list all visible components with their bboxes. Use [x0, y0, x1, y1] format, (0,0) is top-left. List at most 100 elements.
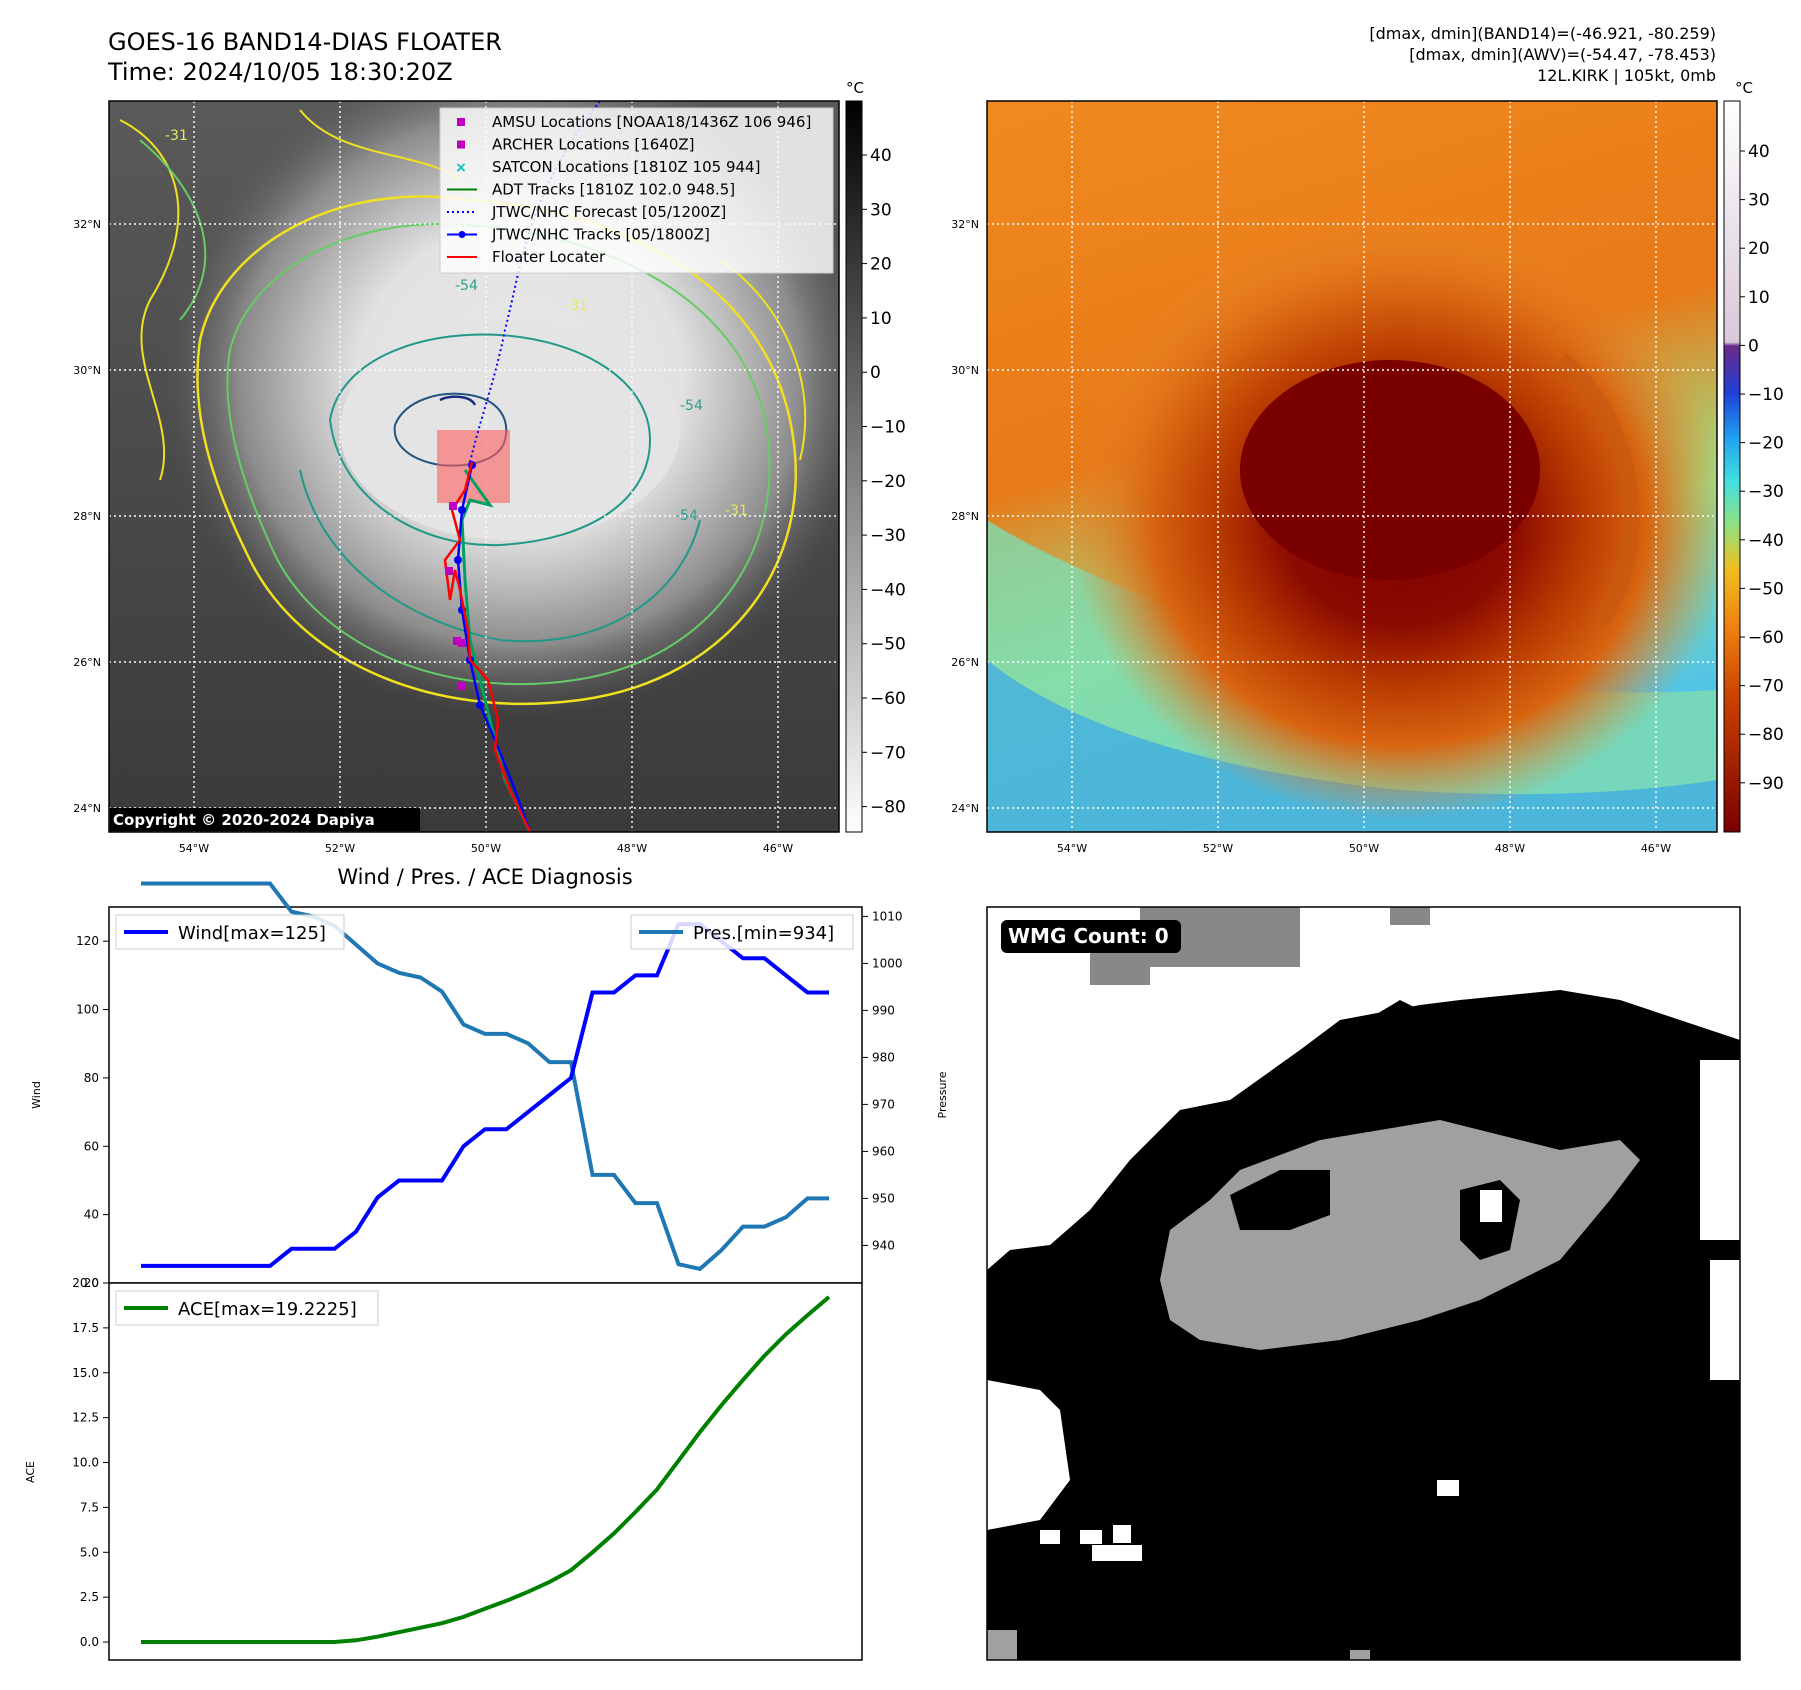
square-marker-icon	[457, 118, 465, 126]
colorbar-tick-label: 20	[870, 255, 892, 275]
color-colorbar: °C 40 30 20 10 0 −10 −20 −30 −40 −50 −60 −70 −80 −90	[1723, 79, 1784, 833]
contour-label: -54	[455, 278, 478, 294]
y-tick-label: 20	[84, 1276, 99, 1290]
x-marker-icon: ×	[455, 160, 467, 176]
y-tick-label: 970	[872, 1097, 895, 1111]
ace-chart: 0.0 2.5 5.0 7.5 10.0 12.5 15.0 17.5 20.0 ACE ACE…	[24, 1276, 863, 1661]
y-tick-label: 40	[84, 1208, 99, 1222]
colorbar-tick-label: 20	[1748, 239, 1770, 259]
wind-legend-label: Wind[max=125]	[178, 923, 326, 944]
colorbar-tick-label: −80	[870, 798, 906, 818]
colorbar-tick-label: 10	[1748, 288, 1770, 308]
y-tick-label: 15.0	[72, 1366, 99, 1380]
colorbar-tick-label: −50	[1748, 579, 1784, 599]
y-tick-label: 20.0	[72, 1276, 99, 1290]
legend-entry: JTWC/NHC Forecast [05/1200Z]	[447, 203, 726, 221]
y-tick-label: 10.0	[72, 1456, 99, 1470]
y-tick-label: 17.5	[72, 1321, 99, 1335]
colorbar-tick-label: −80	[1748, 725, 1784, 745]
diagnosis-title: Wind / Pres. / ACE Diagnosis	[337, 865, 632, 889]
lon-label: 46°W	[763, 842, 793, 855]
wind-axis-label: Wind	[30, 1081, 43, 1109]
pressure-legend: Pres.[min=934]	[630, 914, 854, 950]
lat-label: 24°N	[73, 802, 101, 815]
square-marker-icon	[457, 140, 465, 149]
lat-label: 26°N	[951, 656, 979, 669]
wmg-panel	[987, 907, 1740, 1660]
copyright-text: Copyright © 2020-2024 Dapiya	[113, 811, 375, 829]
contour-label: -54	[675, 508, 698, 524]
lon-label: 54°W	[179, 842, 209, 855]
map-legend: AMSU Locations [NOAA18/1436Z 106 946] ARC…	[439, 107, 834, 274]
colorbar-tick-label: −30	[1748, 482, 1784, 502]
y-tick-label: 1010	[872, 909, 903, 923]
lat-label: 30°N	[73, 364, 101, 377]
y-tick-label: 100	[76, 1003, 99, 1017]
colorbar-tick-label: −60	[870, 689, 906, 709]
y-tick-label: 7.5	[80, 1500, 99, 1514]
legend-entry: AMSU Locations [NOAA18/1436Z 106 946]	[457, 113, 811, 131]
colorbar-unit: °C	[846, 79, 864, 97]
colorbar-tick-label: −90	[1748, 774, 1784, 794]
colorbar-tick-label: −10	[870, 418, 906, 438]
lat-label: 26°N	[73, 656, 101, 669]
wind-legend: Wind[max=125]	[115, 914, 345, 950]
pressure-legend-label: Pres.[min=934]	[693, 923, 834, 944]
wmg-count-text: WMG Count: 0	[1008, 924, 1169, 948]
y-tick-label: 980	[872, 1050, 895, 1064]
ace-series-line	[141, 1295, 831, 1644]
legend-label: JTWC/NHC Tracks [05/1800Z]	[491, 226, 710, 244]
colorbar-tick-label: 30	[1748, 191, 1770, 211]
gray-colorbar: °C 40 30 20 10 0 −10 −20 −30 −40 −50 −60 −70 −80	[845, 79, 906, 833]
contour-label: -31	[725, 503, 748, 519]
lat-label: 28°N	[73, 510, 101, 523]
y-tick-label: 2.5	[80, 1590, 99, 1604]
colorbar-tick-label: −20	[870, 472, 906, 492]
lon-label: 48°W	[1495, 842, 1525, 855]
ir-color-map	[987, 101, 1717, 832]
lon-label: 50°W	[1349, 842, 1379, 855]
lon-label: 52°W	[325, 842, 355, 855]
colorbar-tick-label: 0	[1748, 336, 1759, 356]
colorbar-tick-label: −40	[1748, 531, 1784, 551]
colorbar-tick-label: 0	[870, 363, 881, 383]
lon-label: 48°W	[617, 842, 647, 855]
colorbar-unit: °C	[1735, 79, 1753, 97]
ace-legend-label: ACE[max=19.2225]	[178, 1299, 357, 1320]
lat-label: 28°N	[951, 510, 979, 523]
ace-axis-label: ACE	[24, 1461, 37, 1483]
lat-label: 24°N	[951, 802, 979, 815]
lat-label: 30°N	[951, 364, 979, 377]
lon-label: 46°W	[1641, 842, 1671, 855]
y-tick-label: 960	[872, 1144, 895, 1158]
figure-title: GOES-16 BAND14-DIAS FLOATER	[108, 28, 502, 56]
colorbar-tick-label: −50	[870, 635, 906, 655]
legend-label: ARCHER Locations [1640Z]	[492, 136, 695, 154]
info-awv: [dmax, dmin](AWV)=(-54.47, -78.453)	[1409, 45, 1716, 64]
colorbar-tick-label: −20	[1748, 434, 1784, 454]
colorbar-tick-label: −30	[870, 526, 906, 546]
colorbar-tick-label: −70	[1748, 677, 1784, 697]
y-tick-label: 0.0	[80, 1635, 99, 1649]
colorbar-tick-label: −60	[1748, 628, 1784, 648]
y-tick-label: 5.0	[80, 1545, 99, 1559]
y-tick-label: 1000	[872, 956, 903, 970]
legend-entry: Floater Locater	[447, 248, 606, 266]
legend-label: SATCON Locations [1810Z 105 944]	[492, 158, 760, 176]
lon-label: 50°W	[471, 842, 501, 855]
lat-label: 32°N	[951, 218, 979, 231]
colorbar-tick-label: 30	[870, 200, 892, 220]
figure-time: Time: 2024/10/05 18:30:20Z	[107, 58, 453, 86]
info-band14: [dmax, dmin](BAND14)=(-46.921, -80.259)	[1369, 24, 1716, 43]
legend-label: AMSU Locations [NOAA18/1436Z 106 946]	[492, 113, 811, 131]
contour-label: -31	[165, 128, 188, 144]
y-tick-label: 120	[76, 934, 99, 948]
legend-entry: × SATCON Locations [1810Z 105 944]	[455, 158, 760, 176]
y-tick-label: 60	[84, 1139, 99, 1153]
lon-label: 54°W	[1057, 842, 1087, 855]
colorbar-tick-label: 10	[870, 309, 892, 329]
ace-legend: ACE[max=19.2225]	[115, 1290, 379, 1326]
wind-pres-chart: 20 40 60 80 100 120 940 950 960 970 980 990 1000 101…	[30, 881, 949, 1290]
lon-label: 52°W	[1203, 842, 1233, 855]
y-tick-label: 940	[872, 1238, 895, 1252]
